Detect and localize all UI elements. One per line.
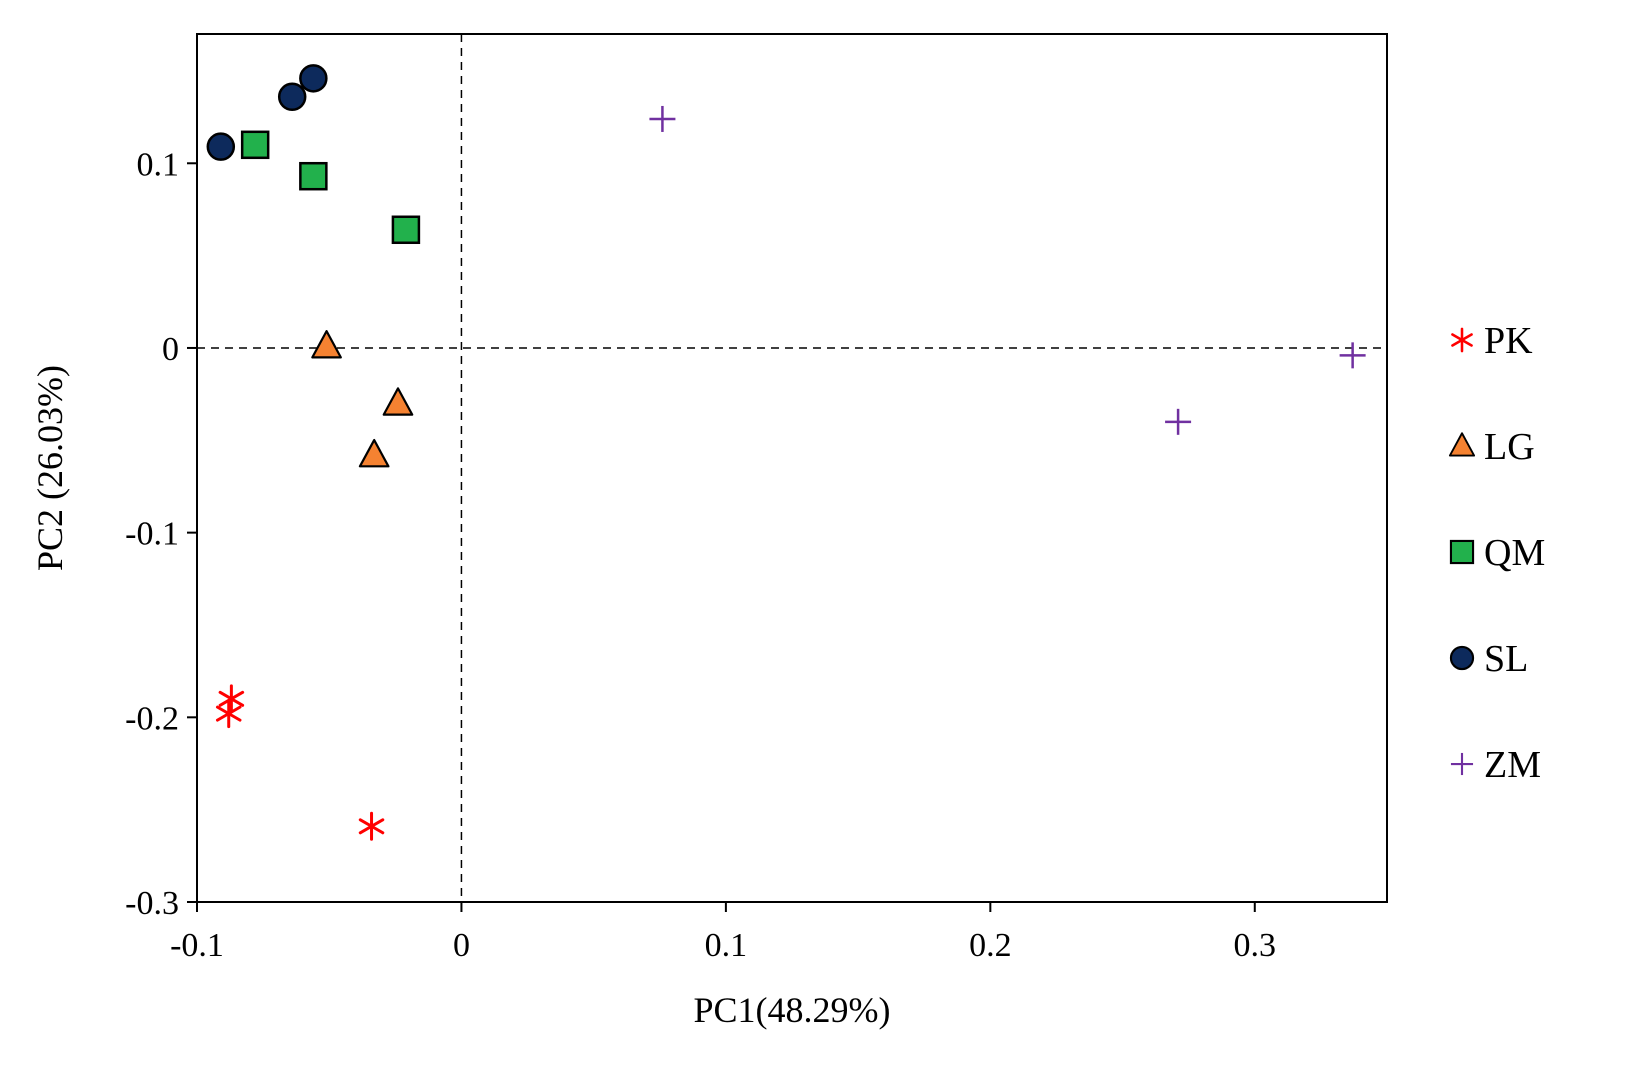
plot-area xyxy=(196,33,1388,903)
asterisk-stroke xyxy=(215,705,242,722)
legend: PK LG QM SL ZM xyxy=(1448,320,1545,786)
point-sl xyxy=(299,64,328,93)
legend-item-lg: LG xyxy=(1448,426,1535,468)
x-tick-label: 0.2 xyxy=(969,927,1012,964)
square-shape xyxy=(391,215,421,245)
point-pk xyxy=(215,699,242,729)
point-sl xyxy=(206,132,236,161)
square-shape xyxy=(1449,539,1475,565)
legend-item-sl: SL xyxy=(1449,638,1528,680)
point-qm xyxy=(240,130,270,160)
legend-marker-qm xyxy=(1449,539,1475,565)
y-tick-label: -0.2 xyxy=(125,700,179,737)
x-axis-title: PC1(48.29%) xyxy=(694,990,891,1030)
triangle-shape xyxy=(382,387,414,416)
legend-label-sl: SL xyxy=(1484,638,1528,680)
y-tick-label: 0.1 xyxy=(137,146,180,183)
legend-item-pk: PK xyxy=(1451,320,1533,362)
square-shape xyxy=(240,130,270,160)
plot-frame xyxy=(196,33,1388,903)
point-lg xyxy=(358,438,390,468)
legend-label-lg: LG xyxy=(1484,426,1535,468)
legend-item-qm: QM xyxy=(1449,532,1545,574)
x-tick-label: 0.3 xyxy=(1234,927,1277,964)
circle-shape xyxy=(206,132,236,161)
triangle-shape xyxy=(311,330,342,359)
asterisk-stroke xyxy=(218,690,245,707)
legend-label-qm: QM xyxy=(1484,532,1545,574)
point-zm xyxy=(1339,342,1366,369)
legend-label-pk: PK xyxy=(1484,320,1533,362)
legend-marker-lg xyxy=(1448,432,1476,457)
point-zm xyxy=(649,105,676,132)
x-tick-label: -0.1 xyxy=(170,927,224,964)
asterisk-stroke xyxy=(358,818,385,835)
y-tick-label: 0 xyxy=(162,331,179,368)
square-shape xyxy=(299,161,328,191)
point-lg xyxy=(311,330,342,359)
point-qm xyxy=(299,161,328,191)
y-tick-label: -0.1 xyxy=(125,516,179,553)
legend-marker-zm xyxy=(1450,752,1474,776)
circle-shape xyxy=(277,82,307,112)
point-pk xyxy=(218,684,245,714)
triangle-shape xyxy=(358,438,390,468)
legend-marker-sl xyxy=(1449,645,1475,671)
point-lg xyxy=(382,387,414,416)
y-axis-title: PC2 (26.03%) xyxy=(30,365,70,571)
legend-marker-pk xyxy=(1451,327,1473,353)
x-tick-label: 0 xyxy=(453,927,470,964)
asterisk-stroke xyxy=(1451,333,1473,347)
x-tick-label: 0.1 xyxy=(705,927,748,964)
point-qm xyxy=(391,215,421,245)
point-sl xyxy=(277,82,307,112)
y-tick-label: -0.3 xyxy=(125,885,179,922)
triangle-shape xyxy=(1448,432,1476,457)
point-zm xyxy=(1165,408,1192,435)
data-points xyxy=(206,64,1366,841)
circle-shape xyxy=(299,64,328,93)
axis-ticks: -0.1 0 0.1 0.2 0.3 -0.3 -0.2 -0.1 0 0.1 xyxy=(125,146,1276,964)
legend-label-zm: ZM xyxy=(1484,744,1541,786)
circle-shape xyxy=(1449,645,1475,671)
point-pk xyxy=(358,811,385,841)
legend-item-zm: ZM xyxy=(1450,744,1541,786)
